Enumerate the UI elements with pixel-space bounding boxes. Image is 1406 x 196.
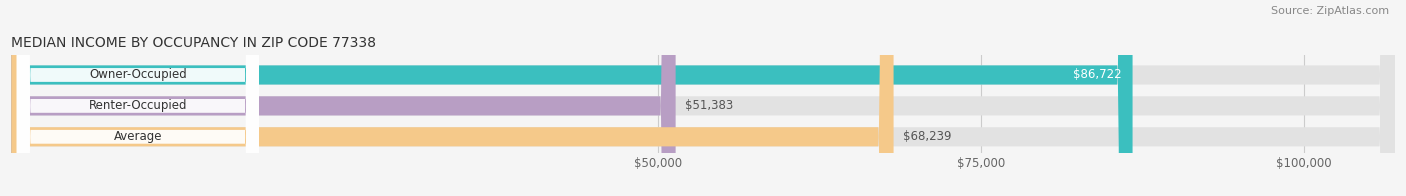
Text: MEDIAN INCOME BY OCCUPANCY IN ZIP CODE 77338: MEDIAN INCOME BY OCCUPANCY IN ZIP CODE 7… — [11, 35, 377, 50]
FancyBboxPatch shape — [17, 0, 259, 196]
Text: $51,383: $51,383 — [685, 99, 734, 112]
FancyBboxPatch shape — [11, 0, 894, 196]
Text: $68,239: $68,239 — [903, 130, 952, 143]
Text: $86,722: $86,722 — [1073, 68, 1122, 82]
Text: Source: ZipAtlas.com: Source: ZipAtlas.com — [1271, 6, 1389, 16]
FancyBboxPatch shape — [11, 0, 676, 196]
FancyBboxPatch shape — [11, 0, 1395, 196]
FancyBboxPatch shape — [17, 0, 259, 196]
FancyBboxPatch shape — [11, 0, 1395, 196]
FancyBboxPatch shape — [17, 0, 259, 196]
Text: Owner-Occupied: Owner-Occupied — [89, 68, 187, 82]
Text: Average: Average — [114, 130, 162, 143]
Text: Renter-Occupied: Renter-Occupied — [89, 99, 187, 112]
FancyBboxPatch shape — [11, 0, 1133, 196]
FancyBboxPatch shape — [11, 0, 1395, 196]
